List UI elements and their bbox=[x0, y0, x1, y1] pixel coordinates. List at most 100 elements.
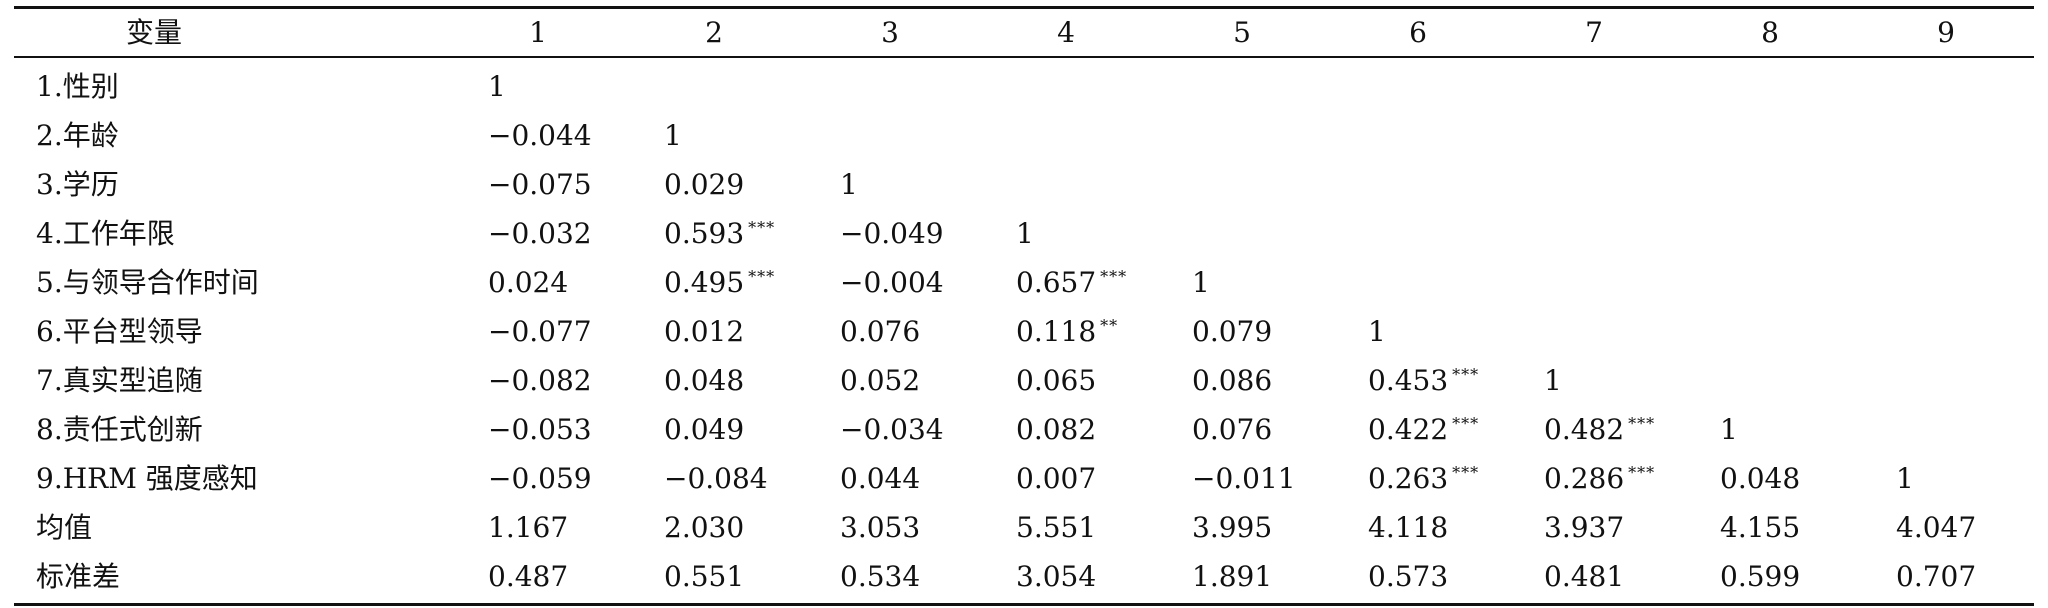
table-cell: 0.052 bbox=[840, 356, 920, 405]
cell-value: 0.065 bbox=[1016, 364, 1097, 397]
cell-value: 1 bbox=[1544, 364, 1562, 397]
cell-value: 0.495 bbox=[664, 266, 745, 299]
header-col-4: 4 bbox=[1057, 16, 1075, 49]
cell-value: −0.059 bbox=[488, 462, 592, 495]
cell-value: 3.937 bbox=[1544, 511, 1625, 544]
bottom-rule bbox=[14, 603, 2034, 606]
cell-value: 0.573 bbox=[1368, 560, 1449, 593]
row-label: 7.真实型追随 bbox=[36, 364, 203, 397]
cell-value: −0.082 bbox=[488, 364, 592, 397]
table-cell: 0.118 ** bbox=[1016, 307, 1118, 356]
header-col-1: 1 bbox=[529, 16, 547, 49]
table-cell: 0.049 bbox=[664, 405, 744, 454]
cell-value: 4.047 bbox=[1896, 511, 1977, 544]
table-cell: 3.053 bbox=[840, 503, 920, 552]
cell-value: 0.286 bbox=[1544, 462, 1625, 495]
table-cell: 0.707 bbox=[1896, 552, 1976, 601]
significance-stars: *** bbox=[1628, 463, 1656, 482]
table-cell: 1 bbox=[1720, 405, 1738, 454]
header-col-3: 3 bbox=[881, 16, 899, 49]
cell-value: 0.657 bbox=[1016, 266, 1097, 299]
cell-value: 3.995 bbox=[1192, 511, 1273, 544]
cell-value: 1.167 bbox=[488, 511, 569, 544]
table-cell: 4.155 bbox=[1720, 503, 1800, 552]
table-cell: 2.030 bbox=[664, 503, 744, 552]
cell-value: −0.077 bbox=[488, 315, 592, 348]
cell-value: −0.053 bbox=[488, 413, 592, 446]
cell-value: 1 bbox=[1720, 413, 1738, 446]
row-label: 6.平台型领导 bbox=[36, 315, 203, 348]
cell-value: −0.075 bbox=[488, 168, 592, 201]
table-cell: −0.034 bbox=[840, 405, 944, 454]
top-rule bbox=[14, 6, 2034, 9]
cell-value: 4.118 bbox=[1368, 511, 1449, 544]
table-row: 3.学历 −0.075 0.029 1 bbox=[14, 160, 2034, 209]
table-cell: 0.481 bbox=[1544, 552, 1624, 601]
row-label: 均值 bbox=[36, 511, 93, 544]
cell-value: 0.481 bbox=[1544, 560, 1625, 593]
row-label: 9.HRM 强度感知 bbox=[36, 462, 258, 495]
cell-value: 1 bbox=[1192, 266, 1210, 299]
cell-value: 0.082 bbox=[1016, 413, 1097, 446]
cell-value: 0.044 bbox=[840, 462, 921, 495]
table-cell: 1 bbox=[840, 160, 858, 209]
table-cell: −0.059 bbox=[488, 454, 592, 503]
cell-value: 0.076 bbox=[840, 315, 921, 348]
row-label: 5.与领导合作时间 bbox=[36, 266, 259, 299]
table-cell: 0.024 bbox=[488, 258, 568, 307]
table-cell: 0.012 bbox=[664, 307, 744, 356]
table-row: 2.年龄 −0.044 1 bbox=[14, 111, 2034, 160]
cell-value: 0.007 bbox=[1016, 462, 1097, 495]
table-cell: 5.551 bbox=[1016, 503, 1096, 552]
table-cell: 1 bbox=[1192, 258, 1210, 307]
cell-value: 5.551 bbox=[1016, 511, 1097, 544]
table-cell: −0.004 bbox=[840, 258, 944, 307]
table-cell: 1 bbox=[1016, 209, 1034, 258]
significance-stars: *** bbox=[1452, 414, 1480, 433]
table-cell: 3.995 bbox=[1192, 503, 1272, 552]
cell-value: 0.076 bbox=[1192, 413, 1273, 446]
cell-value: 3.054 bbox=[1016, 560, 1097, 593]
cell-value: 0.024 bbox=[488, 266, 569, 299]
table-cell: 0.082 bbox=[1016, 405, 1096, 454]
table-cell: 0.065 bbox=[1016, 356, 1096, 405]
cell-value: 0.487 bbox=[488, 560, 569, 593]
cell-value: 1 bbox=[488, 70, 506, 103]
table-row: 6.平台型领导 −0.077 0.012 0.076 0.118 ** 0.079 1 bbox=[14, 307, 2034, 356]
cell-value: −0.032 bbox=[488, 217, 592, 250]
cell-value: −0.084 bbox=[664, 462, 768, 495]
cell-value: 0.707 bbox=[1896, 560, 1977, 593]
significance-stars: *** bbox=[748, 267, 776, 286]
cell-value: 2.030 bbox=[664, 511, 745, 544]
table-cell: 0.534 bbox=[840, 552, 920, 601]
cell-value: −0.011 bbox=[1192, 462, 1296, 495]
cell-value: 0.453 bbox=[1368, 364, 1449, 397]
table-cell: 0.286 *** bbox=[1544, 454, 1655, 503]
table-cell: 0.551 bbox=[664, 552, 744, 601]
cell-value: 1 bbox=[840, 168, 858, 201]
table-cell: −0.049 bbox=[840, 209, 944, 258]
table-cell: 1 bbox=[664, 111, 682, 160]
significance-stars: *** bbox=[1628, 414, 1656, 433]
cell-value: 0.534 bbox=[840, 560, 921, 593]
table-cell: 0.044 bbox=[840, 454, 920, 503]
cell-value: 1 bbox=[664, 119, 682, 152]
cell-value: −0.049 bbox=[840, 217, 944, 250]
table-cell: 1.167 bbox=[488, 503, 568, 552]
table-cell: 0.422 *** bbox=[1368, 405, 1479, 454]
cell-value: 1.891 bbox=[1192, 560, 1273, 593]
significance-stars: *** bbox=[1100, 267, 1128, 286]
cell-value: 0.118 bbox=[1016, 315, 1097, 348]
table-cell: 0.029 bbox=[664, 160, 744, 209]
table-cell: −0.075 bbox=[488, 160, 592, 209]
cell-value: 0.048 bbox=[664, 364, 745, 397]
cell-value: 0.048 bbox=[1720, 462, 1801, 495]
header-col-2: 2 bbox=[705, 16, 723, 49]
table-row: 均值 1.167 2.030 3.053 5.551 3.995 4.118 3.937 4.1… bbox=[14, 503, 2034, 552]
significance-stars: *** bbox=[748, 218, 776, 237]
cell-value: 0.551 bbox=[664, 560, 745, 593]
cell-value: 3.053 bbox=[840, 511, 921, 544]
table-cell: 0.086 bbox=[1192, 356, 1272, 405]
header-variable: 变量 bbox=[125, 16, 182, 49]
cell-value: −0.034 bbox=[840, 413, 944, 446]
